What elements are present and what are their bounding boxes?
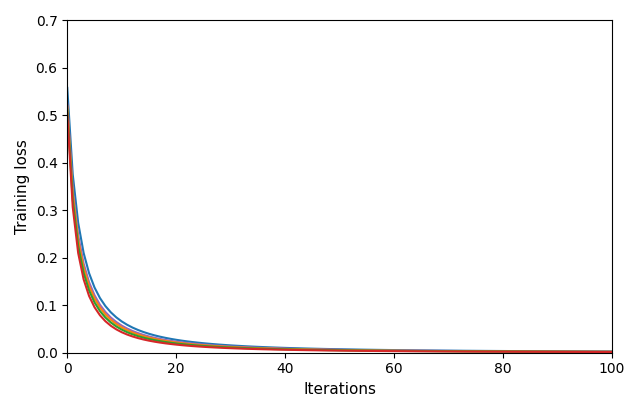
X-axis label: Iterations: Iterations: [303, 382, 376, 397]
Y-axis label: Training loss: Training loss: [15, 139, 30, 234]
